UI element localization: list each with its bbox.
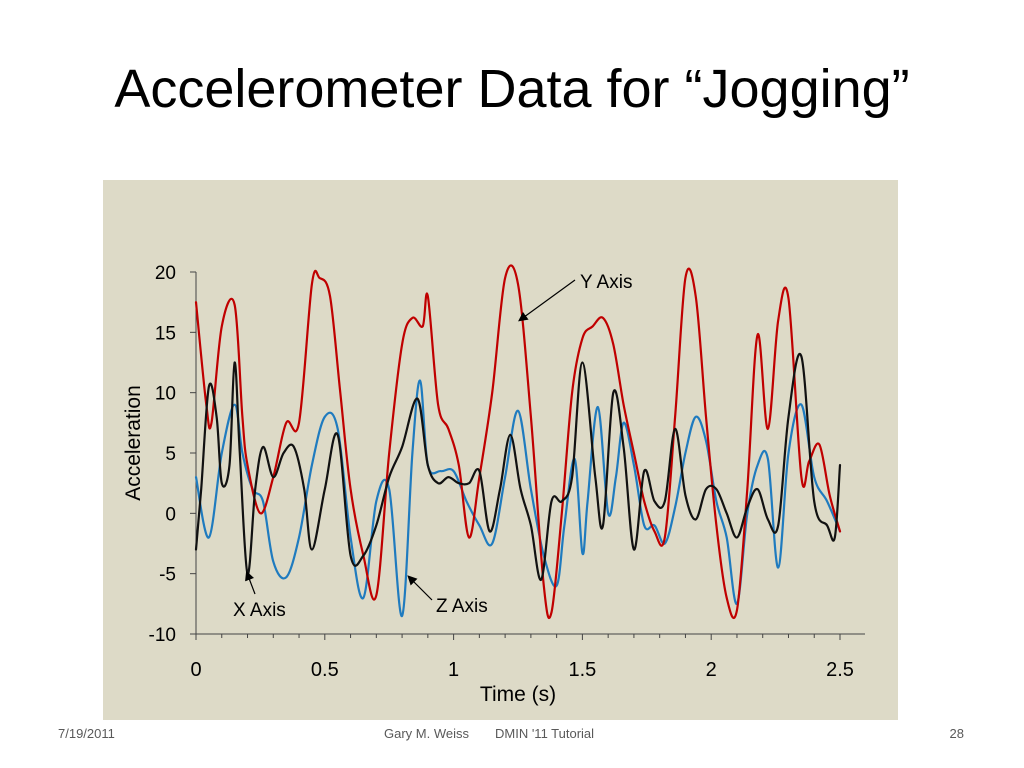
y-tick-label: 15 [155, 323, 176, 344]
x-tick-label: 1 [448, 659, 459, 681]
series-line-z-axis [194, 379, 842, 618]
footer-event: DMIN '11 Tutorial [495, 726, 595, 741]
annotation-arrow [407, 575, 433, 601]
annotation-label: Z Axis [436, 596, 488, 617]
y-tick-label: 10 [155, 384, 176, 405]
footer-author: Gary M. Weiss [384, 726, 469, 741]
footer-date: 7/19/2011 [58, 726, 115, 741]
y-tick-label: 5 [165, 444, 176, 465]
accelerometer-chart: 20 15 10 5 0 -5 -10 0 0.5 1 1.5 2 2.5 Time (s) Acceler… [122, 263, 865, 706]
x-axis-label: Time (s) [480, 683, 556, 706]
annotation-label: Y Axis [580, 272, 632, 293]
footer-center: Gary M. Weiss DMIN '11 Tutorial [384, 726, 684, 741]
x-tick-label: 0.5 [311, 659, 339, 681]
x-tick-label: 2.5 [826, 659, 854, 681]
y-axis-label: Acceleration [122, 385, 145, 501]
series-line-x-axis [194, 352, 842, 581]
x-tick-label: 1.5 [568, 659, 596, 681]
footer-page-number: 28 [949, 726, 964, 741]
y-tick-label: 20 [155, 263, 176, 284]
x-tick-label: 0 [190, 659, 201, 681]
y-tick-label: -5 [159, 565, 176, 586]
y-tick-label: 0 [165, 504, 176, 525]
series-line-y-axis [194, 264, 842, 619]
y-tick-label: -10 [149, 625, 176, 646]
annotation-arrow [245, 570, 256, 595]
annotation-label: X Axis [233, 600, 286, 621]
annotation-arrow [518, 279, 576, 322]
chart-panel: 20 15 10 5 0 -5 -10 0 0.5 1 1.5 2 2.5 Time (s) Acceler… [103, 180, 898, 720]
x-tick-label: 2 [706, 659, 717, 681]
slide-title: Accelerometer Data for “Jogging” [114, 59, 910, 119]
